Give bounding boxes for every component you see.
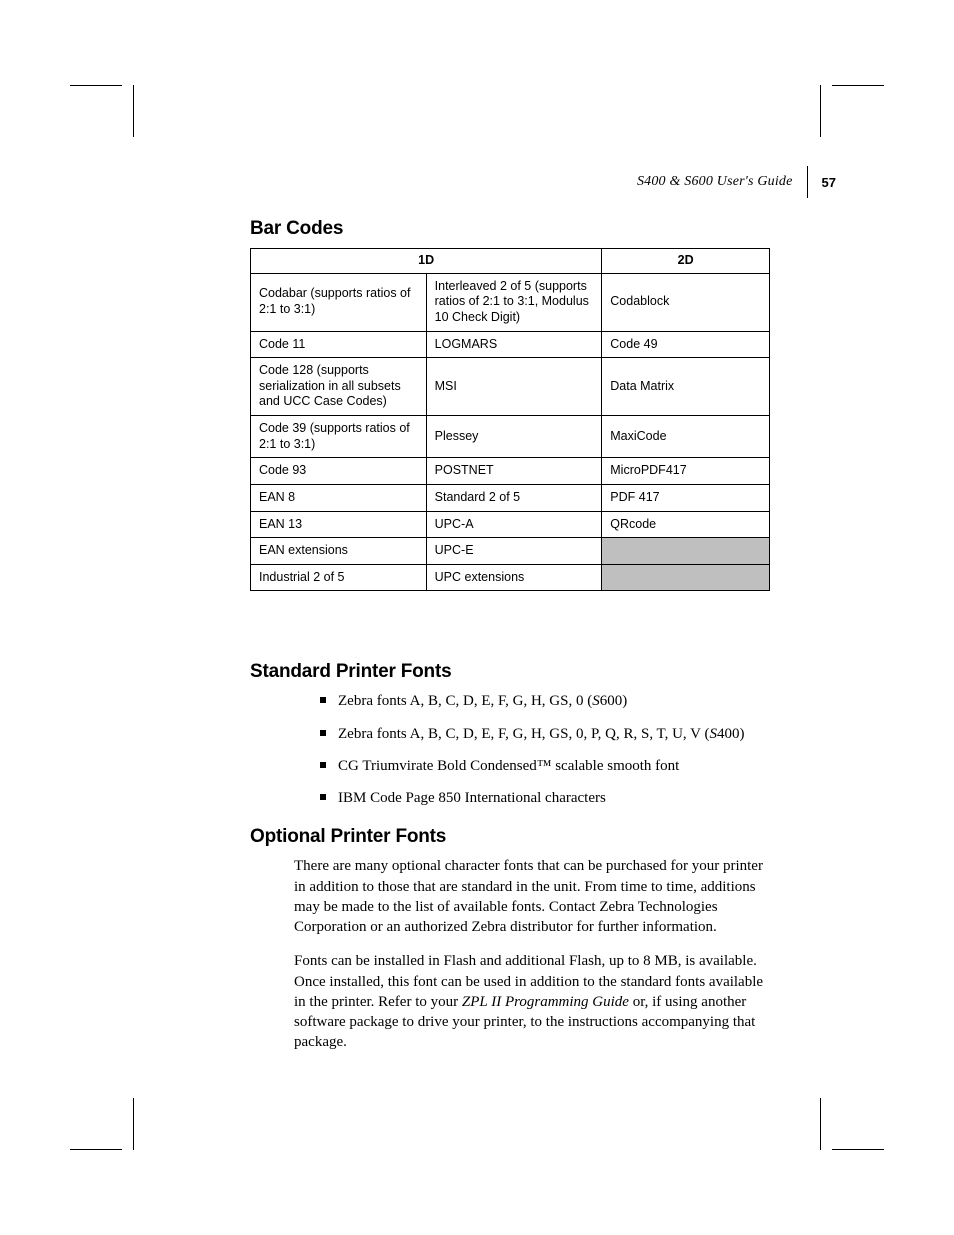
crop-mark [70, 85, 122, 86]
list-item: Zebra fonts A, B, C, D, E, F, G, H, GS, … [320, 691, 770, 711]
crop-mark [832, 85, 884, 86]
optional-fonts-para2: Fonts can be installed in Flash and addi… [294, 951, 770, 1052]
table-cell: Plessey [426, 416, 602, 458]
standard-fonts-list: Zebra fonts A, B, C, D, E, F, G, H, GS, … [250, 691, 770, 808]
table-cell: Code 39 (supports ratios of 2:1 to 3:1) [251, 416, 427, 458]
section-optional-fonts: Optional Printer Fonts There are many op… [250, 826, 770, 1052]
table-row: Code 11LOGMARSCode 49 [251, 331, 770, 358]
list-item-text: Zebra fonts A, B, C, D, E, F, G, H, GS, … [338, 726, 709, 742]
table-cell: Code 128 (supports serialization in all … [251, 358, 427, 416]
optional-fonts-body: There are many optional character fonts … [294, 856, 770, 1052]
table-header-2d: 2D [602, 249, 770, 274]
optional-fonts-para1: There are many optional character fonts … [294, 856, 770, 937]
table-cell: Code 49 [602, 331, 770, 358]
table-row: Industrial 2 of 5UPC extensions [251, 564, 770, 591]
table-cell: EAN 8 [251, 484, 427, 511]
table-cell: LOGMARS [426, 331, 602, 358]
table-cell [602, 564, 770, 591]
table-cell: Code 11 [251, 331, 427, 358]
table-cell: POSTNET [426, 458, 602, 485]
table-cell: UPC-A [426, 511, 602, 538]
list-item: IBM Code Page 850 International characte… [320, 788, 770, 808]
table-cell: MaxiCode [602, 416, 770, 458]
header-divider [807, 166, 808, 198]
table-cell: Standard 2 of 5 [426, 484, 602, 511]
table-cell: Code 93 [251, 458, 427, 485]
table-cell: MSI [426, 358, 602, 416]
crop-mark [133, 85, 134, 137]
table-row: Code 39 (supports ratios of 2:1 to 3:1)P… [251, 416, 770, 458]
barcodes-table: 1D 2D Codabar (supports ratios of 2:1 to… [250, 248, 770, 591]
table-row: Code 93POSTNETMicroPDF417 [251, 458, 770, 485]
crop-mark [70, 1149, 122, 1150]
page-header: S400 & S600 User's Guide 57 [637, 166, 836, 198]
table-cell: Codabar (supports ratios of 2:1 to 3:1) [251, 273, 427, 331]
crop-mark [832, 1149, 884, 1150]
table-cell: PDF 417 [602, 484, 770, 511]
table-header-1d: 1D [251, 249, 602, 274]
list-item: CG Triumvirate Bold Condensed™ scalable … [320, 756, 770, 776]
list-item-text: Zebra fonts A, B, C, D, E, F, G, H, GS, … [338, 693, 592, 709]
section-heading-barcodes: Bar Codes [250, 218, 770, 240]
list-item-text: 400) [717, 726, 745, 742]
table-row: EAN 8Standard 2 of 5PDF 417 [251, 484, 770, 511]
table-header-row: 1D 2D [251, 249, 770, 274]
list-item-text: IBM Code Page 850 International characte… [338, 790, 606, 806]
header-title: S400 & S600 User's Guide [637, 174, 793, 190]
table-cell: Codablock [602, 273, 770, 331]
table-cell: UPC extensions [426, 564, 602, 591]
list-item-text: CG Triumvirate Bold Condensed™ scalable … [338, 758, 679, 774]
section-heading-standard-fonts: Standard Printer Fonts [250, 661, 770, 683]
page-number: 57 [822, 175, 836, 190]
header-text: 400 & [644, 174, 684, 189]
section-heading-optional-fonts: Optional Printer Fonts [250, 826, 770, 848]
table-cell: EAN extensions [251, 538, 427, 565]
table-row: Codabar (supports ratios of 2:1 to 3:1)I… [251, 273, 770, 331]
table-cell: EAN 13 [251, 511, 427, 538]
para-text-italic: ZPL II Programming Guide [462, 994, 629, 1010]
crop-mark [133, 1098, 134, 1150]
table-row: Code 128 (supports serialization in all … [251, 358, 770, 416]
list-item-italic: S [592, 693, 600, 709]
list-item-text: 600) [600, 693, 628, 709]
table-cell: UPC-E [426, 538, 602, 565]
section-standard-fonts: Standard Printer Fonts Zebra fonts A, B,… [250, 661, 770, 808]
table-cell: Data Matrix [602, 358, 770, 416]
table-cell: Interleaved 2 of 5 (supports ratios of 2… [426, 273, 602, 331]
header-text: 600 User's Guide [691, 174, 792, 189]
table-cell: MicroPDF417 [602, 458, 770, 485]
crop-mark [820, 85, 821, 137]
crop-mark [820, 1098, 821, 1150]
table-cell [602, 538, 770, 565]
table-cell: QRcode [602, 511, 770, 538]
table-cell: Industrial 2 of 5 [251, 564, 427, 591]
list-item-italic: S [709, 726, 717, 742]
list-item: Zebra fonts A, B, C, D, E, F, G, H, GS, … [320, 724, 770, 744]
table-row: EAN extensionsUPC-E [251, 538, 770, 565]
page-content: Bar Codes 1D 2D Codabar (supports ratios… [250, 218, 770, 1067]
table-row: EAN 13UPC-AQRcode [251, 511, 770, 538]
